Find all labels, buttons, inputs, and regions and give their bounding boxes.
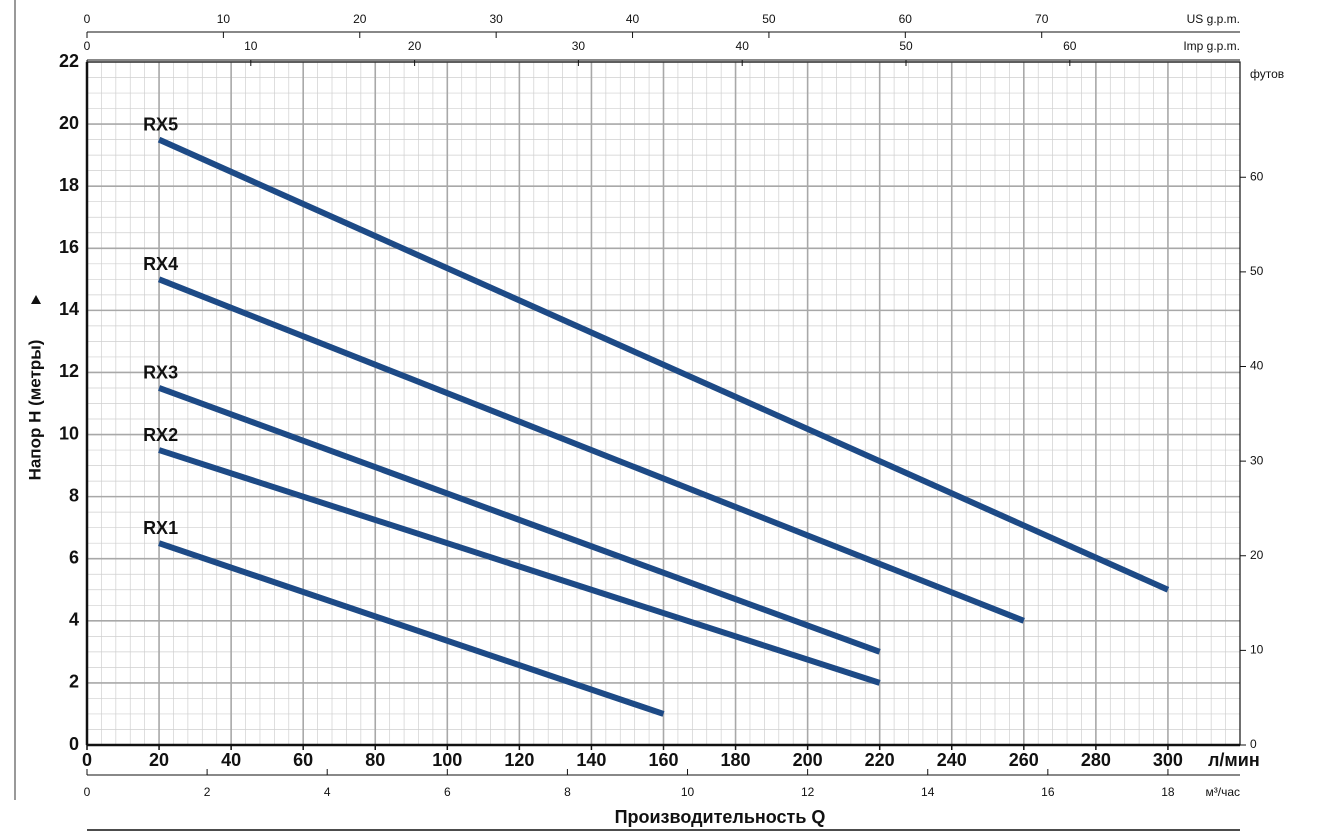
x-axis-label: Производительность Q <box>615 807 826 827</box>
y2-tick-label: 40 <box>1250 359 1264 373</box>
secondary-tick-label: 2 <box>204 785 211 799</box>
series-label: RX5 <box>143 114 178 134</box>
x-tick-label: 140 <box>576 750 606 770</box>
series-line <box>158 540 665 717</box>
y2-tick-label: 60 <box>1250 169 1264 183</box>
x-tick-label: 100 <box>432 750 462 770</box>
y-tick-label: 4 <box>69 610 79 630</box>
secondary-tick-label: 0 <box>84 12 91 26</box>
y-tick-label: 2 <box>69 672 79 692</box>
secondary-tick-label: 4 <box>324 785 331 799</box>
y-tick-label: 10 <box>59 423 79 443</box>
secondary-tick-label: 6 <box>444 785 451 799</box>
series-label: RX3 <box>143 363 178 383</box>
x-tick-label: 240 <box>937 750 967 770</box>
y2-tick-label: 20 <box>1250 548 1264 562</box>
y-tick-label: 22 <box>59 51 79 71</box>
series-line <box>158 385 881 655</box>
y2-tick-label: 10 <box>1250 643 1264 657</box>
secondary-tick-label: 0 <box>84 39 91 53</box>
secondary-tick-label: 30 <box>489 12 503 26</box>
secondary-tick-label: 16 <box>1041 785 1055 799</box>
x-tick-label: 80 <box>365 750 385 770</box>
y-tick-label: 18 <box>59 175 79 195</box>
secondary-tick-label: 20 <box>408 39 422 53</box>
secondary-tick-label: 50 <box>762 12 776 26</box>
y2-tick-label: 50 <box>1250 264 1264 278</box>
secondary-tick-label: 12 <box>801 785 815 799</box>
x-tick-label: 60 <box>293 750 313 770</box>
secondary-tick-label: 20 <box>353 12 367 26</box>
secondary-tick-label: 40 <box>736 39 750 53</box>
x-tick-label: 280 <box>1081 750 1111 770</box>
y-tick-label: 14 <box>59 299 79 319</box>
secondary-tick-label: 10 <box>244 39 258 53</box>
secondary-tick-label: 30 <box>572 39 586 53</box>
secondary-axis-label: US g.p.m. <box>1187 12 1240 26</box>
secondary-tick-label: 8 <box>564 785 571 799</box>
secondary-tick-label: 40 <box>626 12 640 26</box>
secondary-tick-label: 0 <box>84 785 91 799</box>
y-tick-label: 16 <box>59 237 79 257</box>
x-tick-label: 220 <box>865 750 895 770</box>
x-tick-label: 20 <box>149 750 169 770</box>
series-line <box>157 276 1025 624</box>
y2-tick-label: 30 <box>1250 453 1264 467</box>
series-line <box>157 136 1170 593</box>
x-tick-label: 300 <box>1153 750 1183 770</box>
x-tick-label: 180 <box>721 750 751 770</box>
axis-arrow <box>31 295 41 304</box>
y2-tick-label: 0 <box>1250 737 1257 751</box>
secondary-tick-label: 70 <box>1035 12 1049 26</box>
series-label: RX4 <box>143 254 178 274</box>
secondary-tick-label: 50 <box>899 39 913 53</box>
y-tick-label: 8 <box>69 485 79 505</box>
x-unit-label: л/мин <box>1208 750 1260 770</box>
secondary-tick-label: 60 <box>899 12 913 26</box>
x-tick-label: 200 <box>793 750 823 770</box>
series-label: RX2 <box>143 425 178 445</box>
x-tick-label: 260 <box>1009 750 1039 770</box>
secondary-axis-label: Imp g.p.m. <box>1183 39 1240 53</box>
y-axis-label: Напор H (метры) <box>25 340 44 481</box>
series-label: RX1 <box>143 518 178 538</box>
secondary-tick-label: 10 <box>217 12 231 26</box>
y2-axis-label: футов <box>1250 67 1284 81</box>
y-tick-label: 12 <box>59 361 79 381</box>
secondary-tick-label: 10 <box>681 785 695 799</box>
x-tick-label: 120 <box>504 750 534 770</box>
y-tick-label: 6 <box>69 547 79 567</box>
series-line <box>158 447 881 686</box>
y-tick-label: 20 <box>59 113 79 133</box>
x-tick-label: 0 <box>82 750 92 770</box>
secondary-tick-label: 18 <box>1161 785 1175 799</box>
x-tick-label: 40 <box>221 750 241 770</box>
secondary-axis-label: м³/час <box>1205 785 1240 799</box>
y-tick-label: 0 <box>69 734 79 754</box>
secondary-tick-label: 14 <box>921 785 935 799</box>
secondary-tick-label: 60 <box>1063 39 1077 53</box>
x-tick-label: 160 <box>648 750 678 770</box>
